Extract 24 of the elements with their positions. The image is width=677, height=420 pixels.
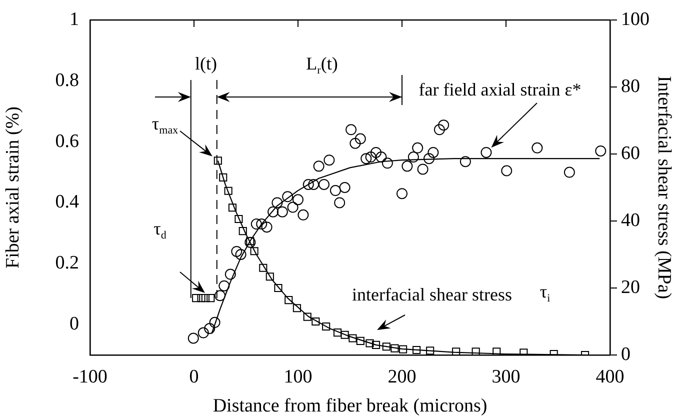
x-tick-label: 300 [492, 366, 520, 388]
annotation: l(t) [195, 54, 218, 74]
y-tick-label: 1 [70, 8, 79, 30]
x-tick-label: 400 [596, 366, 624, 388]
y-tick-label: 0 [70, 314, 79, 335]
x-tick-label: -100 [72, 366, 108, 388]
y2-tick-label: 20 [621, 276, 640, 298]
y-tick-label: 0.4 [55, 192, 80, 213]
x-tick-label: 200 [388, 366, 416, 388]
y-tick-label: 0.6 [55, 130, 79, 152]
x-tick-label: 0 [189, 366, 199, 388]
y-tick-label: 0.2 [55, 252, 79, 274]
y2-tick-label: 0 [621, 344, 630, 365]
annotation: interfacial shear stress [352, 284, 512, 305]
y2-axis-title: Interfacial shear stress (MPa) [654, 76, 675, 300]
annotation: far field axial strain ε* [418, 80, 582, 100]
y2-tick-label: 40 [621, 210, 640, 231]
y-tick-label: 0.8 [55, 70, 79, 91]
x-tick-label: 100 [284, 366, 312, 388]
x-axis-title: Distance from fiber break (microns) [212, 396, 488, 417]
y-axis-title: Fiber axial strain (%) [2, 106, 24, 268]
y2-tick-label: 100 [621, 8, 650, 30]
y2-tick-label: 80 [621, 76, 640, 97]
y2-tick-label: 60 [621, 142, 640, 164]
